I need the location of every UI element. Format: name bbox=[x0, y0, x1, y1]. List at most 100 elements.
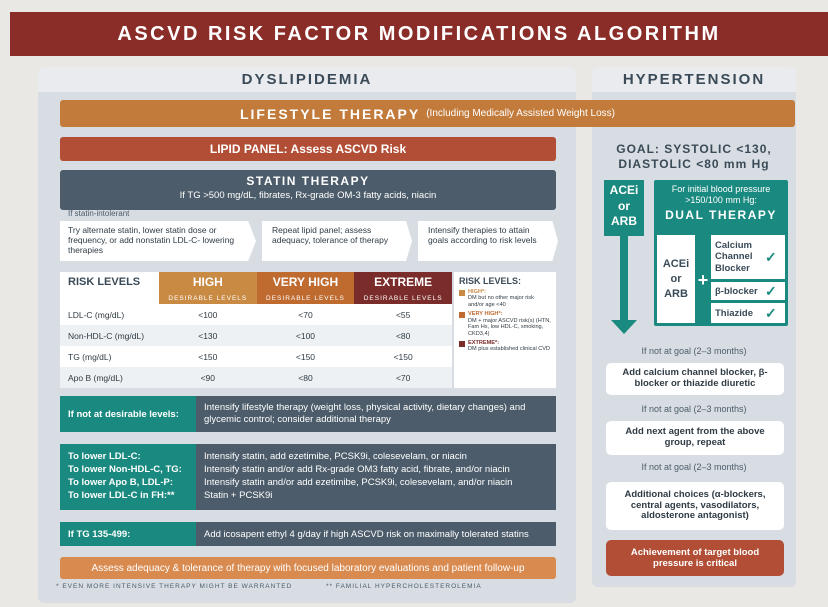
acei-arb-monotherapy: ACEi or ARB bbox=[604, 180, 644, 236]
cell-value: <80 bbox=[354, 325, 452, 346]
add-ccb-box: Add calcium channel blocker, β-blocker o… bbox=[606, 363, 784, 395]
lower-fh-text: Statin + PCSK9i bbox=[204, 490, 273, 501]
additional-choices-box: Additional choices (α-blockers, central … bbox=[606, 482, 784, 530]
cell-value: <150 bbox=[158, 346, 257, 367]
option-beta-blocker: β-blocker ✓ bbox=[711, 282, 785, 300]
lifestyle-therapy-label: LIFESTYLE THERAPY bbox=[239, 105, 421, 122]
arb-top: ARB bbox=[611, 214, 637, 229]
footnote-1: * EVEN MORE INTENSIVE THERAPY MIGHT BE W… bbox=[56, 583, 293, 590]
legend-swatch-very-high bbox=[459, 312, 465, 319]
lower-targets-block: To lower LDL-C: To lower Non-HDL-C, TG: … bbox=[60, 444, 556, 510]
header-extreme: EXTREME bbox=[354, 272, 452, 292]
initial-bp-text: For initial blood pressure >150/100 mm H… bbox=[671, 184, 771, 205]
cell-value: <70 bbox=[354, 367, 452, 388]
option-ccb-label: Calcium Channel Blocker bbox=[715, 239, 753, 274]
assess-bar: Assess adequacy & tolerance of therapy w… bbox=[60, 557, 556, 579]
risk-legend: RISK LEVELS: HIGH*: DM but no other majo… bbox=[454, 272, 556, 388]
cell-value: <100 bbox=[158, 304, 257, 325]
table-corner: RISK LEVELS bbox=[60, 272, 159, 292]
statin-therapy-sub: If TG >500 mg/dL, fibrates, Rx-grade OM-… bbox=[179, 190, 437, 201]
table-row: Apo B (mg/dL) <90 <80 <70 bbox=[60, 367, 452, 388]
sub-header-very-high: DESIRABLE LEVELS bbox=[256, 292, 355, 304]
legend-very-high-label: VERY HIGH*: bbox=[468, 311, 503, 318]
lifestyle-therapy-bar: LIFESTYLE THERAPY (Including Medically A… bbox=[60, 100, 795, 127]
lower-targets-texts: Intensify statin, add ezetimibe, PCSK9i,… bbox=[196, 444, 556, 510]
plus-icon: + bbox=[697, 270, 709, 290]
table-row: LDL-C (mg/dL) <100 <70 <55 bbox=[60, 304, 452, 325]
header-very-high: VERY HIGH bbox=[256, 272, 355, 292]
legend-extreme-text: DM plus established clinical CVD bbox=[468, 346, 551, 353]
acei-top: ACEi bbox=[609, 183, 639, 197]
not-desirable-row: If not at desirable levels: Intensify li… bbox=[60, 396, 556, 432]
row-label: TG (mg/dL) bbox=[60, 346, 159, 367]
legend-title: RISK LEVELS: bbox=[459, 276, 522, 286]
cell-value: <80 bbox=[256, 367, 355, 388]
legend-extreme: EXTREME*: DM plus established clinical C… bbox=[459, 340, 551, 353]
legend-high-text: DM but no other major risk and/or age <4… bbox=[468, 295, 534, 308]
tg-text: Add icosapent ethyl 4 g/day if high ASCV… bbox=[196, 522, 556, 546]
statin-intolerant-label: If statin-intolerant bbox=[68, 209, 130, 218]
check-icon: ✓ bbox=[765, 304, 777, 321]
arrow-shaft bbox=[620, 236, 628, 322]
legend-high-label: HIGH*: bbox=[468, 289, 487, 295]
lipid-panel-bar: LIPID PANEL: Assess ASCVD Risk bbox=[60, 137, 556, 161]
option-thiazide: Thiazide ✓ bbox=[711, 303, 785, 323]
footnote-2: ** FAMILIAL HYPERCHOLESTEROLEMIA bbox=[326, 583, 482, 590]
cell-value: <70 bbox=[256, 304, 355, 325]
arrow-down-icon bbox=[611, 320, 637, 334]
lower-ldl-label: To lower LDL-C: bbox=[68, 451, 141, 462]
cell-value: <100 bbox=[256, 325, 355, 346]
check-icon: ✓ bbox=[765, 282, 777, 299]
check-icon: ✓ bbox=[765, 248, 777, 265]
next-agent-box: Add next agent from the above group, rep… bbox=[606, 421, 784, 455]
step-alternate-statin: Try alternate statin, lower statin dose … bbox=[60, 221, 256, 261]
legend-extreme-label: EXTREME*: bbox=[468, 339, 500, 346]
cell-value: <55 bbox=[354, 304, 452, 325]
lower-ldl-text: Intensify statin, add ezetimibe, PCSK9i,… bbox=[204, 451, 467, 462]
statin-therapy-box: STATIN THERAPY If TG >500 mg/dL, fibrate… bbox=[60, 170, 556, 210]
legend-swatch-extreme bbox=[459, 340, 465, 347]
sub-header-high: DESIRABLE LEVELS bbox=[158, 292, 257, 304]
lower-fh-label: To lower LDL-C in FH:** bbox=[68, 490, 175, 501]
or-inner: or bbox=[670, 272, 682, 285]
bp-goal-line2: DIASTOLIC <80 mm Hg bbox=[618, 157, 770, 171]
acei-inner: ACEi bbox=[662, 258, 690, 270]
row-label: Apo B (mg/dL) bbox=[60, 367, 159, 388]
option-thiazide-label: Thiazide bbox=[715, 307, 754, 319]
option-ccb: Calcium Channel Blocker ✓ bbox=[711, 235, 785, 279]
acei-arb-dual: ACEi or ARB bbox=[657, 235, 695, 323]
achievement-box: Achievement of target blood pressure is … bbox=[606, 540, 784, 576]
lower-apob-label: To lower Apo B, LDL-P: bbox=[68, 477, 174, 488]
legend-very-high: VERY HIGH*: DM + major ASCVD risk(s) (HT… bbox=[459, 311, 551, 337]
page-title: ASCVD RISK FACTOR MODIFICATIONS ALGORITH… bbox=[10, 12, 828, 56]
not-at-goal-1: If not at goal (2–3 months) bbox=[641, 346, 747, 356]
lower-nonhdl-text: Intensify statin and/or add Rx-grade OM3… bbox=[204, 464, 510, 475]
lifestyle-therapy-sub: (Including Medically Assisted Weight Los… bbox=[426, 108, 616, 119]
header-high: HIGH bbox=[158, 272, 257, 292]
step-intensify: Intensify therapies to attain goals acco… bbox=[418, 221, 558, 261]
tg-label: If TG 135-499: bbox=[60, 522, 196, 546]
legend-high: HIGH*: DM but no other major risk and/or… bbox=[459, 289, 551, 308]
risk-levels-table: RISK LEVELS HIGH VERY HIGH EXTREME DESIR… bbox=[60, 272, 452, 388]
cell-value: <90 bbox=[158, 367, 257, 388]
cell-value: <150 bbox=[354, 346, 452, 367]
not-at-goal-2: If not at goal (2–3 months) bbox=[641, 404, 747, 414]
bp-goal: GOAL: SYSTOLIC <130, DIASTOLIC <80 mm Hg bbox=[596, 142, 792, 172]
not-at-goal-3: If not at goal (2–3 months) bbox=[641, 462, 747, 472]
sub-header-extreme: DESIRABLE LEVELS bbox=[354, 292, 452, 304]
not-desirable-label: If not at desirable levels: bbox=[60, 396, 196, 432]
legend-swatch-high bbox=[459, 290, 465, 296]
hypertension-heading: HYPERTENSION bbox=[592, 67, 796, 92]
lower-nonhdl-label: To lower Non-HDL-C, TG: bbox=[68, 464, 182, 475]
dyslipidemia-heading: DYSLIPIDEMIA bbox=[38, 67, 576, 92]
step-repeat-lipid: Repeat lipid panel; assess adequacy, tol… bbox=[262, 221, 412, 261]
table-row: TG (mg/dL) <150 <150 <150 bbox=[60, 346, 452, 367]
cell-value: <150 bbox=[256, 346, 355, 367]
row-label: LDL-C (mg/dL) bbox=[60, 304, 159, 325]
tg-row: If TG 135-499: Add icosapent ethyl 4 g/d… bbox=[60, 522, 556, 546]
not-desirable-text: Intensify lifestyle therapy (weight loss… bbox=[196, 396, 556, 432]
legend-very-high-text: DM + major ASCVD risk(s) (HTN, Fam Hx, l… bbox=[468, 317, 551, 337]
or-top: or bbox=[618, 198, 630, 213]
statin-therapy-title: STATIN THERAPY bbox=[246, 174, 370, 188]
